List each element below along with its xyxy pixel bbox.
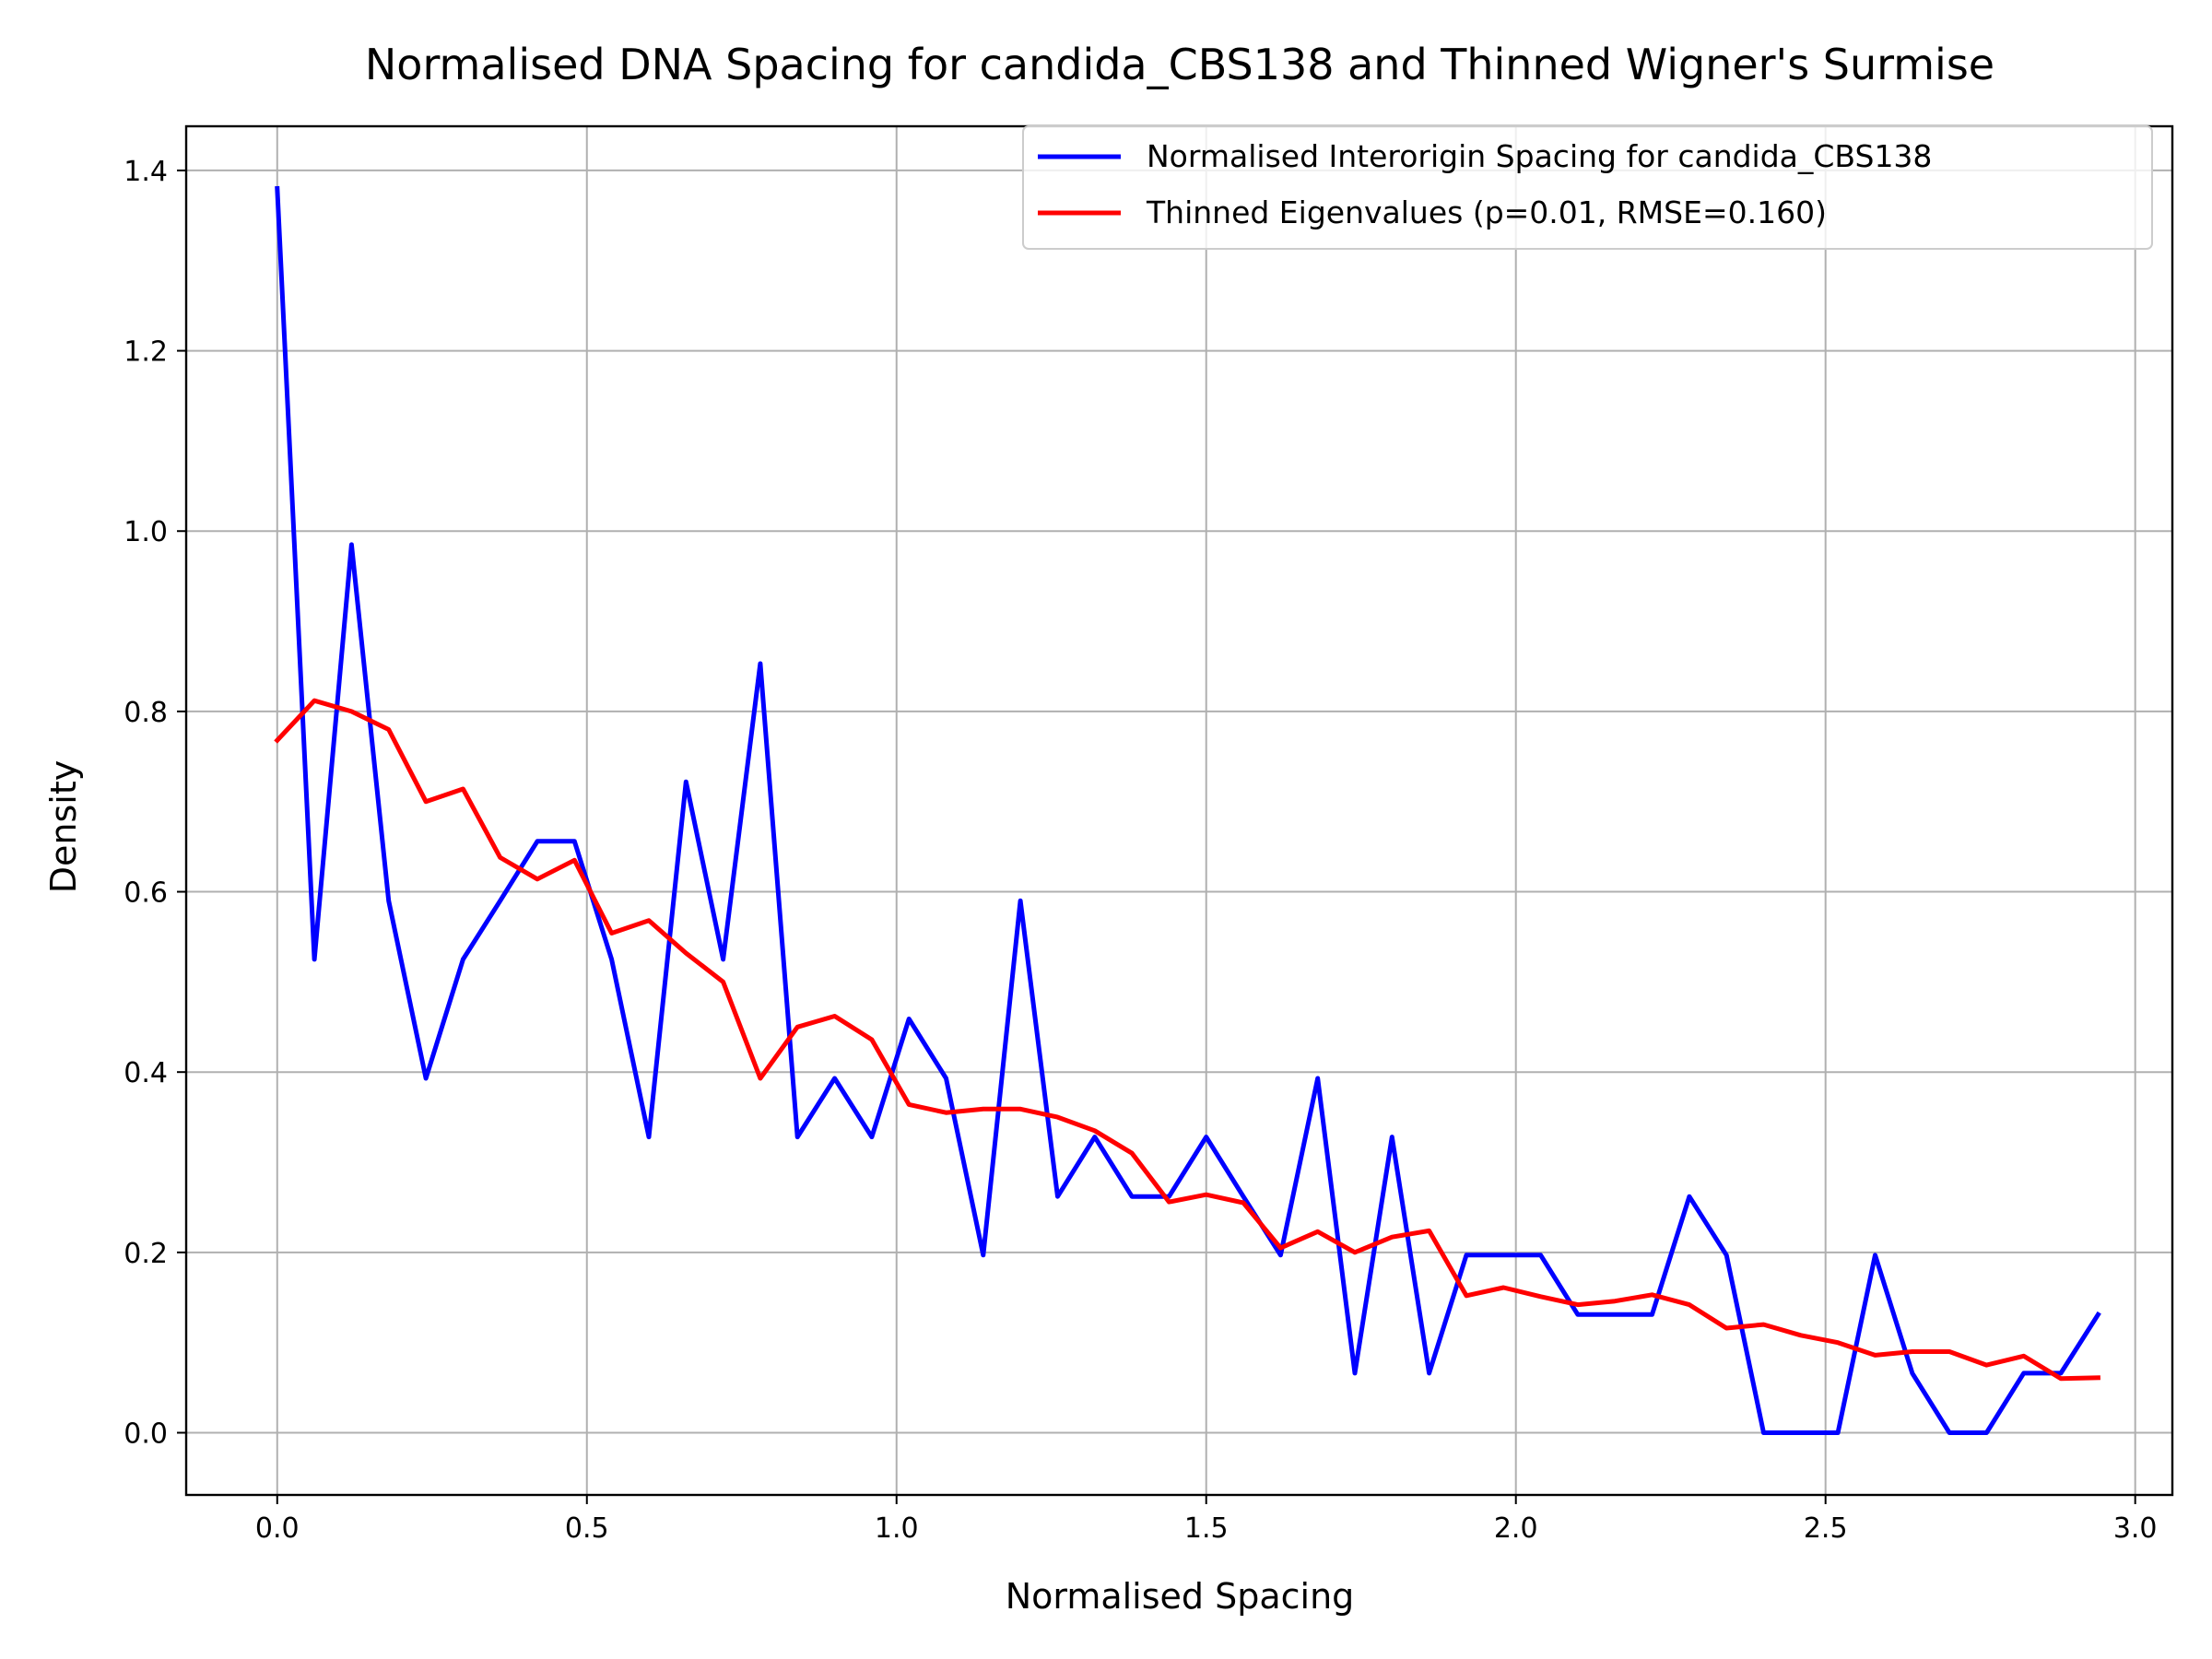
y-tick-label: 0.0 <box>124 1418 168 1451</box>
legend-label-interorigin: Normalised Interorigin Spacing for candi… <box>1147 138 1932 174</box>
x-tick-label: 3.0 <box>2113 1512 2158 1545</box>
interorigin-spacing-line <box>275 185 2101 1435</box>
x-axis-label: Normalised Spacing <box>1006 1576 1355 1617</box>
y-tick-label: 0.6 <box>124 877 168 910</box>
legend-box <box>1022 125 2153 250</box>
y-axis-ticks: 0.0 0.2 0.4 0.6 0.8 1.0 1.2 1.4 <box>124 156 186 1451</box>
x-tick-label: 1.5 <box>1184 1512 1229 1545</box>
x-tick-label: 2.0 <box>1494 1512 1538 1545</box>
thinned-eigenvalues-line <box>274 698 2100 1382</box>
y-tick-label: 1.0 <box>124 516 168 548</box>
x-tick-label: 2.5 <box>1804 1512 1848 1545</box>
legend-label-thinned-eigenvalues: Thinned Eigenvalues (p=0.01, RMSE=0.160) <box>1146 194 1827 230</box>
y-tick-label: 1.4 <box>124 156 168 188</box>
y-axis-label: Density <box>43 760 84 893</box>
chart-title: Normalised DNA Spacing for candida_CBS13… <box>365 40 1994 89</box>
y-tick-label: 1.2 <box>124 336 168 369</box>
x-tick-label: 1.0 <box>875 1512 919 1545</box>
x-tick-label: 0.5 <box>565 1512 609 1545</box>
x-axis-ticks: 0.0 0.5 1.0 1.5 2.0 2.5 3.0 <box>255 1495 2158 1545</box>
y-tick-label: 0.4 <box>124 1057 168 1089</box>
x-tick-label: 0.0 <box>255 1512 300 1545</box>
series-layer <box>274 185 2101 1435</box>
y-tick-label: 0.8 <box>124 697 168 729</box>
y-tick-label: 0.2 <box>124 1238 168 1270</box>
legend: Normalised Interorigin Spacing for candi… <box>1022 125 2153 250</box>
